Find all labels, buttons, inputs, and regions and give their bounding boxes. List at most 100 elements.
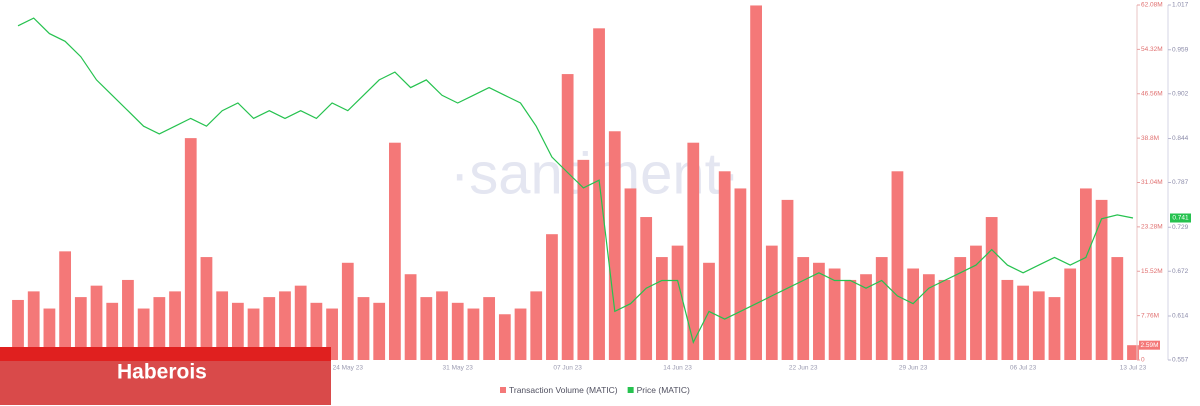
- bar: [231, 302, 244, 360]
- bar: [247, 308, 260, 360]
- bar: [436, 291, 448, 360]
- bar: [577, 159, 590, 360]
- bar: [357, 297, 370, 360]
- bar: [1127, 345, 1139, 360]
- value-badge: [1170, 213, 1191, 223]
- bar: [27, 291, 40, 360]
- value-badge-label: 0.741: [1172, 215, 1189, 222]
- banner-text: Haberois: [117, 361, 207, 384]
- bar: [891, 171, 904, 360]
- legend-swatch: [500, 387, 506, 393]
- y2-tick-label: 0.672: [1172, 268, 1189, 275]
- bar: [420, 297, 433, 360]
- bar: [907, 268, 920, 360]
- bar: [1017, 285, 1029, 360]
- bar: [813, 262, 825, 360]
- x-tick-label: 22 Jun 23: [789, 365, 818, 372]
- bars: [12, 5, 1139, 361]
- bar: [608, 131, 621, 360]
- y-tick-label: 46.56M: [1141, 90, 1163, 97]
- bar: [530, 291, 543, 360]
- bar: [169, 291, 181, 360]
- bar: [828, 268, 841, 360]
- bar: [954, 257, 967, 360]
- y-tick-label: 62.08M: [1141, 2, 1163, 9]
- bar: [1032, 291, 1045, 360]
- bar: [90, 285, 103, 360]
- x-tick-label: 31 May 23: [443, 365, 474, 372]
- bar: [922, 274, 935, 360]
- overlay: 0 7.76M 15.52M 23.28M 31.04M 38.8M 46.56M 54.32…: [3, 2, 1191, 395]
- bar: [12, 299, 24, 360]
- bar: [797, 257, 810, 360]
- bar: [389, 142, 401, 360]
- bar: [483, 297, 496, 360]
- bar: [875, 257, 888, 360]
- y2-tick-label: 0.902: [1172, 90, 1189, 97]
- bar: [593, 28, 605, 361]
- bar: [326, 308, 338, 360]
- bar: [734, 188, 747, 360]
- y-tick-label: 7.76M: [1141, 312, 1159, 319]
- bar: [373, 302, 386, 360]
- bar: [404, 274, 417, 360]
- x-tick-label: 06 Jul 23: [1010, 365, 1037, 372]
- bar: [750, 5, 762, 360]
- y-tick-label: 0: [1141, 357, 1145, 364]
- bar: [467, 308, 480, 360]
- bar: [765, 245, 778, 360]
- legend-swatch: [627, 387, 634, 393]
- bar: [624, 188, 637, 360]
- bar: [781, 199, 794, 360]
- y2-tick-label: 1.017: [1172, 2, 1189, 9]
- bar: [985, 217, 998, 360]
- bar: [263, 297, 276, 360]
- bar: [279, 291, 291, 360]
- bar: [310, 302, 323, 360]
- value-badge: [1139, 340, 1160, 350]
- bar: [1079, 188, 1092, 360]
- bar: [74, 297, 87, 360]
- value-badge-label: 2.59M: [1140, 342, 1158, 349]
- bar: [1111, 257, 1124, 360]
- bar: [718, 171, 731, 360]
- legend-label: Transaction Volume (MATIC): [509, 385, 618, 395]
- y2-tick-label: 0.729: [1172, 224, 1189, 231]
- bar: [294, 285, 307, 360]
- bar: [1001, 279, 1014, 360]
- bar: [153, 297, 166, 360]
- bar: [844, 279, 857, 360]
- x-tick-label: 13 Jul 23: [1120, 365, 1147, 372]
- x-tick-label: 29 Jun 23: [899, 365, 928, 372]
- x-tick-label: 24 May 23: [333, 365, 364, 372]
- bar: [137, 308, 150, 360]
- bar: [970, 245, 982, 360]
- y-tick-label: 31.04M: [1141, 179, 1163, 186]
- y-tick-label: 15.52M: [1141, 268, 1163, 275]
- y2-tick-label: 0.614: [1172, 313, 1189, 320]
- y-tick-label: 23.28M: [1141, 224, 1163, 231]
- bar: [451, 302, 464, 360]
- bar: [655, 257, 668, 360]
- bar: [860, 274, 872, 360]
- bar: [216, 291, 229, 360]
- bar: [1064, 268, 1077, 360]
- bar: [43, 308, 56, 360]
- bar: [341, 262, 354, 360]
- bar: [514, 308, 527, 360]
- y2-tick-label: 0.844: [1172, 135, 1189, 142]
- bar: [1095, 199, 1108, 360]
- bar: [498, 314, 511, 360]
- y-tick-label: 54.32M: [1141, 46, 1163, 53]
- bar: [59, 251, 72, 360]
- y2-tick-label: 0.959: [1172, 46, 1189, 53]
- x-tick-label: 14 Jun 23: [663, 365, 692, 372]
- legend-label: Price (MATIC): [637, 385, 690, 395]
- bar: [938, 279, 951, 360]
- bar: [106, 302, 119, 360]
- bar: [1048, 297, 1061, 360]
- banner-strip: [0, 347, 331, 361]
- price-line: [17, 17, 1134, 344]
- y-tick-label: 38.8M: [1141, 135, 1159, 142]
